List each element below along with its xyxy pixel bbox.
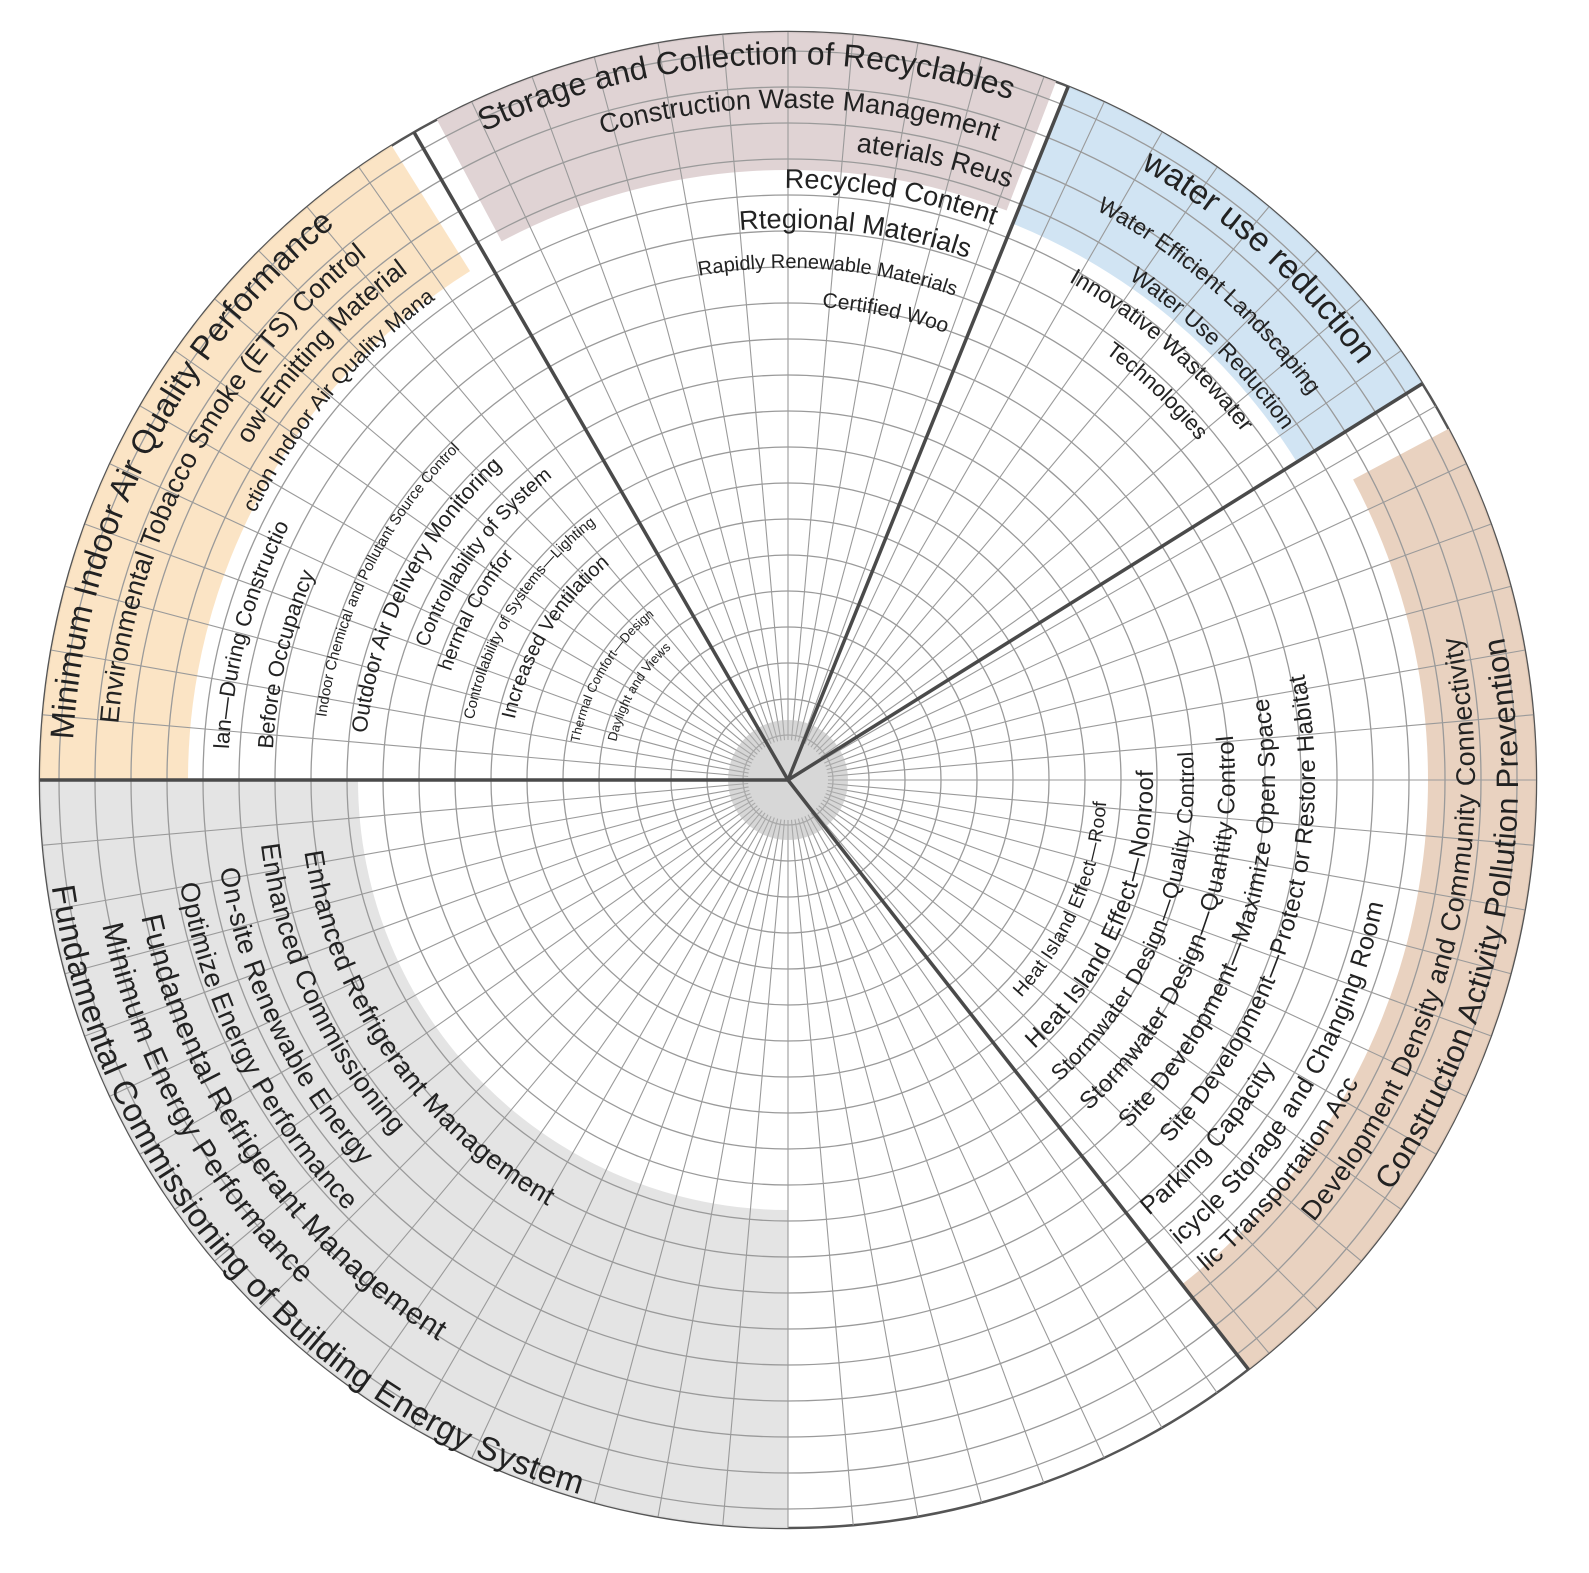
grid-spoke [214, 805, 758, 1262]
grid-spoke [790, 819, 854, 1526]
grid-spoke [794, 819, 919, 1517]
grid-spoke [358, 166, 766, 748]
sector-divider [412, 131, 790, 781]
grid-spoke [822, 405, 1437, 761]
grid-spoke [813, 810, 1270, 1354]
grid-spoke [827, 782, 1534, 846]
grid-spoke [51, 786, 749, 911]
grid-spoke [84, 793, 751, 1037]
grid-spoke [804, 101, 1105, 744]
grid-spoke [139, 405, 754, 761]
grid-spoke [825, 793, 1492, 1037]
grid-spoke [657, 43, 782, 741]
grid-spoke [824, 796, 1467, 1097]
grid-spoke [815, 807, 1318, 1310]
grid-spoke [258, 807, 761, 1310]
grid-spoke [413, 814, 769, 1429]
grid-spoke [593, 57, 779, 742]
grid-spoke [139, 799, 754, 1155]
grid-spoke [810, 166, 1218, 748]
grid-spoke [826, 585, 1511, 771]
grid-spoke [42, 714, 749, 778]
sector-divider [787, 382, 1424, 782]
grid-spoke [109, 463, 752, 764]
grid-spoke [593, 818, 779, 1503]
sector-dividers [40, 85, 1424, 1371]
grid-spoke [815, 250, 1318, 753]
grid-spoke [51, 649, 749, 774]
grid-spoke [174, 802, 756, 1210]
grid-spoke [820, 350, 1402, 758]
sector-divider [786, 778, 1250, 1371]
grid-spoke [65, 585, 750, 771]
band-water [1012, 86, 1423, 463]
grid-spoke [801, 76, 1045, 743]
grid-spoke [797, 57, 983, 742]
grid-spoke [174, 350, 756, 758]
grid-spoke [807, 131, 1163, 746]
grid-spoke [790, 34, 854, 741]
grid-spoke [818, 805, 1362, 1262]
radial-grid [40, 32, 1536, 1528]
band-indoor [40, 145, 471, 780]
grid-spoke [65, 789, 750, 975]
grid-spoke [258, 250, 761, 753]
band-materials [436, 32, 1057, 242]
sector-divider [786, 85, 1070, 781]
grid-spoke [358, 812, 766, 1394]
grid-spoke [657, 819, 782, 1517]
grid-spoke [214, 298, 758, 755]
grid-spoke [827, 649, 1525, 774]
grid-spoke [801, 817, 1045, 1484]
grid-spoke [722, 819, 786, 1526]
grid-spoke [827, 714, 1534, 778]
grid-spoke [807, 814, 1163, 1429]
grid-spoke [471, 101, 772, 744]
grid-spoke [109, 796, 752, 1097]
grid-spoke [531, 817, 775, 1484]
grid-spoke [825, 523, 1492, 767]
grid-spoke [810, 812, 1218, 1394]
grid-spoke [306, 206, 763, 750]
grid-spoke [804, 816, 1105, 1459]
grid-spoke [531, 76, 775, 743]
grid-spoke [84, 523, 751, 767]
grid-spoke [820, 802, 1402, 1210]
grid-spoke [827, 786, 1525, 911]
grid-spoke [824, 463, 1467, 764]
grid-spoke [42, 782, 749, 846]
grid-spoke [826, 789, 1511, 975]
grid-spoke [813, 206, 1270, 750]
grid-spoke [797, 818, 983, 1503]
grid-spoke [794, 43, 919, 741]
grid-spoke [818, 298, 1362, 755]
grid-spoke [822, 799, 1437, 1155]
grid-spoke [471, 816, 772, 1459]
grid-spoke [722, 34, 786, 741]
grid-spoke [306, 810, 763, 1354]
